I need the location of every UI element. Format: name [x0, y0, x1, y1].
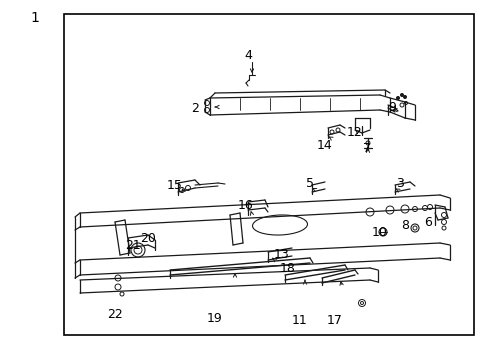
Text: 3: 3: [395, 176, 403, 189]
Text: 7: 7: [362, 141, 370, 154]
Text: 19: 19: [207, 311, 223, 324]
Text: 11: 11: [291, 314, 307, 327]
Text: 9: 9: [387, 100, 395, 113]
Text: 8: 8: [400, 219, 408, 231]
Text: 20: 20: [140, 231, 156, 244]
Text: 22: 22: [107, 309, 122, 321]
Text: 10: 10: [371, 225, 387, 239]
Text: 1: 1: [30, 11, 40, 25]
Text: 2: 2: [191, 102, 199, 114]
Circle shape: [396, 96, 399, 99]
Text: 5: 5: [305, 176, 313, 189]
Text: 15: 15: [167, 179, 183, 192]
Text: 12: 12: [346, 126, 362, 139]
Circle shape: [400, 94, 403, 96]
Text: 6: 6: [423, 216, 431, 229]
Text: 18: 18: [280, 261, 295, 274]
Text: 14: 14: [317, 139, 332, 152]
Text: 16: 16: [238, 198, 253, 212]
Text: 21: 21: [125, 239, 141, 252]
Text: 4: 4: [244, 49, 251, 62]
Text: 13: 13: [274, 248, 289, 261]
Bar: [63, 14, 473, 335]
Circle shape: [403, 95, 406, 99]
Text: 17: 17: [326, 314, 342, 327]
